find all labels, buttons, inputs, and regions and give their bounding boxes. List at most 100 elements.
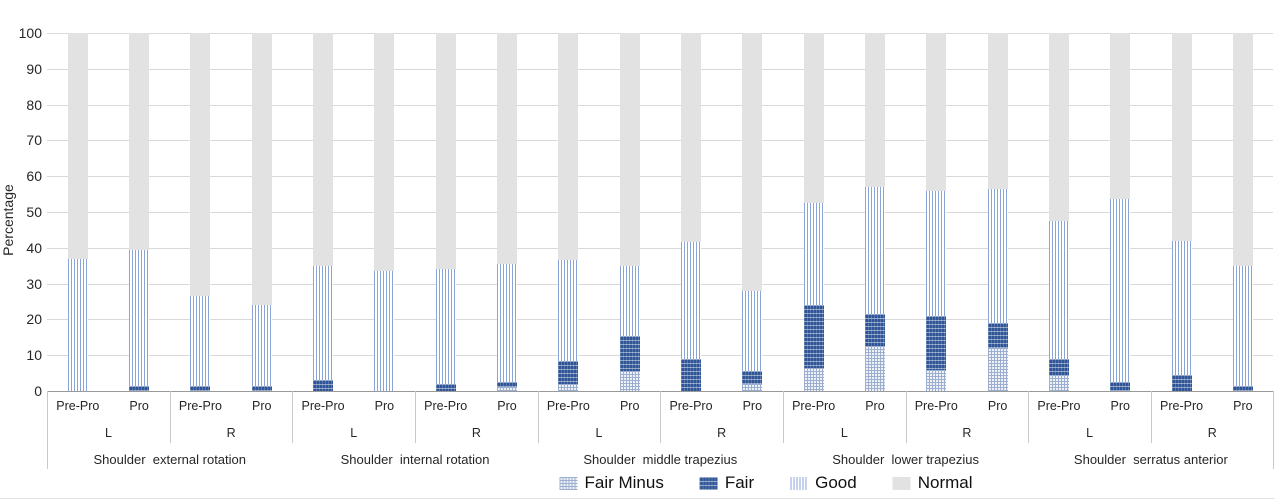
axis-divider bbox=[1028, 391, 1030, 443]
side-label: L bbox=[350, 426, 358, 440]
y-tick-label: 10 bbox=[26, 347, 42, 364]
bar-pre-pro bbox=[558, 33, 579, 391]
bar-segment-fair bbox=[558, 360, 579, 384]
side-label: R bbox=[717, 426, 727, 440]
condition-label: Pro bbox=[374, 399, 395, 413]
bar-segment-fair-minus bbox=[558, 383, 579, 391]
gridline bbox=[47, 104, 1273, 106]
y-tick-label: 60 bbox=[26, 168, 42, 185]
gridline bbox=[47, 140, 1273, 142]
bar-segment-fair bbox=[190, 385, 211, 391]
y-tick-label: 80 bbox=[26, 96, 42, 113]
condition-label: Pre-Pro bbox=[546, 399, 590, 413]
group-label: Shoulder serratus anterior bbox=[1073, 452, 1228, 467]
bar-pro bbox=[619, 33, 640, 391]
bar-pre-pro bbox=[435, 33, 456, 391]
condition-label: Pro bbox=[252, 399, 272, 413]
bar-segment-fair bbox=[926, 315, 947, 370]
side-label: L bbox=[595, 426, 603, 440]
bar-segment-fair-minus bbox=[803, 367, 824, 391]
bar-pre-pro bbox=[926, 33, 947, 391]
plot-area bbox=[47, 33, 1273, 392]
y-tick-label: 0 bbox=[34, 383, 42, 399]
legend-label: Good bbox=[815, 473, 857, 492]
bar-segment-fair bbox=[803, 305, 824, 368]
bar-segment-fair-minus bbox=[742, 383, 763, 391]
bar-segment-good bbox=[1232, 265, 1253, 386]
legend-swatch-fair bbox=[699, 476, 718, 490]
y-tick-label: 90 bbox=[26, 60, 42, 77]
gridline bbox=[47, 33, 1273, 34]
axis-divider bbox=[660, 391, 662, 443]
bar-pre-pro bbox=[67, 33, 88, 391]
group-label: Shoulder middle trapezius bbox=[583, 452, 738, 467]
bar-pro bbox=[497, 33, 518, 391]
side-label: L bbox=[1086, 426, 1094, 440]
condition-label: Pro bbox=[865, 399, 885, 413]
bar-segment-normal bbox=[987, 33, 1008, 189]
gridline bbox=[47, 212, 1273, 213]
bar-segment-normal bbox=[1110, 33, 1131, 200]
bar-segment-normal bbox=[313, 33, 334, 266]
legend-label: Normal bbox=[917, 473, 973, 492]
condition-label: Pro bbox=[987, 399, 1008, 413]
legend-item-fair-minus: Fair Minus bbox=[559, 473, 664, 493]
gridline bbox=[47, 319, 1273, 321]
bar-pro bbox=[1110, 33, 1131, 391]
bar-segment-normal bbox=[864, 33, 885, 187]
bar-segment-normal bbox=[190, 33, 211, 297]
bar-segment-normal bbox=[681, 33, 701, 243]
bar-pre-pro bbox=[313, 33, 334, 391]
bar-pro bbox=[864, 33, 885, 391]
condition-label: Pre-Pro bbox=[301, 399, 345, 413]
legend-label: Fair bbox=[724, 473, 755, 492]
bar-segment-fair bbox=[251, 385, 272, 391]
bar-segment-fair bbox=[1110, 382, 1131, 391]
bar-segment-normal bbox=[742, 33, 763, 291]
axis-divider bbox=[1150, 391, 1152, 443]
condition-label: Pro bbox=[1233, 399, 1253, 413]
bar-pre-pro bbox=[1171, 33, 1192, 391]
axis-edge-divider bbox=[47, 391, 48, 469]
bar-segment-fair bbox=[1171, 374, 1192, 391]
side-label: L bbox=[104, 426, 112, 440]
bar-pro bbox=[742, 33, 763, 391]
condition-label: Pre-Pro bbox=[56, 399, 100, 413]
chart-legend: Fair Minus Fair Good Normal bbox=[559, 473, 973, 493]
bar-segment-good bbox=[497, 263, 518, 383]
bar-segment-good bbox=[251, 305, 272, 386]
condition-label: Pre-Pro bbox=[178, 399, 222, 413]
bar-segment-normal bbox=[1171, 33, 1192, 241]
bar-segment-good bbox=[190, 296, 211, 386]
group-label: Shoulder lower trapezius bbox=[832, 452, 979, 467]
bar-segment-good bbox=[803, 203, 824, 306]
y-tick-label: 30 bbox=[26, 275, 42, 292]
bar-segment-normal bbox=[374, 33, 395, 272]
side-label: R bbox=[1207, 426, 1217, 440]
bar-segment-good bbox=[926, 190, 947, 316]
bar-segment-fair bbox=[129, 385, 150, 391]
bar-segment-good bbox=[558, 260, 579, 361]
axis-divider bbox=[905, 391, 907, 443]
bar-segment-fair-minus bbox=[926, 369, 947, 391]
condition-label: Pre-Pro bbox=[424, 399, 468, 413]
bar-segment-good bbox=[1171, 240, 1192, 375]
bar-pre-pro bbox=[1048, 33, 1069, 391]
bar-segment-fair bbox=[987, 323, 1008, 349]
axis-edge-divider bbox=[1273, 391, 1274, 469]
bar-pro bbox=[129, 33, 150, 391]
side-label: R bbox=[962, 426, 972, 440]
bar-segment-normal bbox=[435, 33, 456, 270]
bar-segment-fair bbox=[435, 383, 456, 391]
bar-segment-normal bbox=[129, 33, 150, 250]
bar-segment-good bbox=[987, 188, 1008, 323]
condition-label: Pre-Pro bbox=[1160, 399, 1204, 413]
axis-divider bbox=[292, 391, 294, 443]
side-label: L bbox=[840, 426, 848, 440]
gridline bbox=[47, 283, 1273, 285]
axis-divider bbox=[782, 391, 784, 443]
legend-item-fair: Fair bbox=[699, 473, 755, 493]
bar-segment-good bbox=[1110, 199, 1131, 383]
y-tick-label: 40 bbox=[26, 239, 42, 256]
